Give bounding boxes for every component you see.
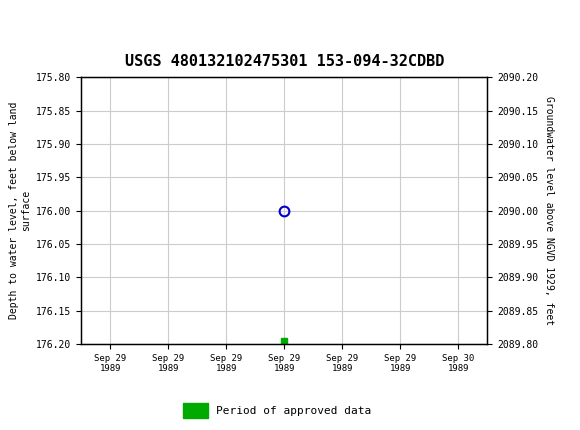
Bar: [183, 403, 208, 418]
Text: ≋ USGS: ≋ USGS: [3, 16, 92, 36]
Y-axis label: Depth to water level, feet below land
surface: Depth to water level, feet below land su…: [9, 102, 31, 319]
Y-axis label: Groundwater level above NGVD 1929, feet: Groundwater level above NGVD 1929, feet: [543, 96, 553, 325]
Title: USGS 480132102475301 153-094-32CDBD: USGS 480132102475301 153-094-32CDBD: [125, 54, 444, 69]
Text: Period of approved data: Period of approved data: [216, 405, 371, 416]
